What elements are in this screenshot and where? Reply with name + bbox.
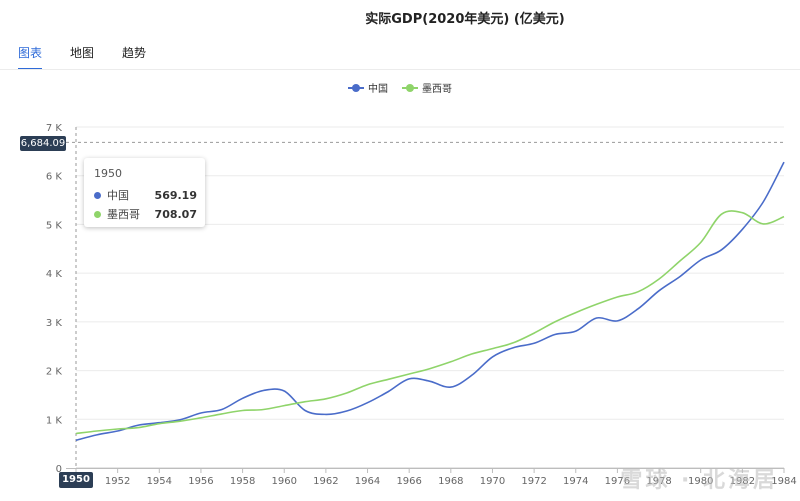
legend-item-china[interactable]: 中国	[348, 80, 388, 95]
chart-title: 实际GDP(2020年美元) (亿美元)	[365, 12, 565, 27]
tooltip-mexico-name: 墨西哥	[107, 208, 140, 221]
x-tick-label-1954: 1954	[147, 476, 172, 487]
tooltip-row-mexico: 墨西哥 708.07	[94, 206, 197, 222]
x-tick-label-1982: 1982	[730, 476, 755, 487]
x-tick-label-1984: 1984	[771, 476, 796, 487]
y-tick-label-2000: 2 K	[46, 367, 63, 378]
tab-map[interactable]: 地图	[70, 46, 95, 60]
x-tick-label-1964: 1964	[355, 476, 380, 487]
x-tick-label-1962: 1962	[313, 476, 338, 487]
x-tick-label-1980: 1980	[688, 476, 713, 487]
chart-series	[75, 161, 785, 442]
y-tick-label-6000: 6 K	[46, 172, 63, 183]
x-tick-label-1952: 1952	[105, 476, 130, 487]
legend-item-mexico[interactable]: 墨西哥	[402, 80, 452, 95]
crosshair-x-label: 1950	[59, 472, 93, 488]
y-tick-label-3000: 3 K	[46, 318, 63, 329]
tooltip-mexico-value: 708.07	[154, 207, 197, 221]
x-tick-label-1960: 1960	[272, 476, 297, 487]
watermark-text: 雪球 · 北海居	[620, 468, 778, 493]
tooltip-year: 1950	[94, 167, 122, 180]
tooltip-china-name: 中国	[107, 189, 129, 202]
y-tick-label-5000: 5 K	[46, 220, 63, 231]
x-tick-label-1966: 1966	[396, 476, 421, 487]
x-tick-label-1974: 1974	[563, 476, 588, 487]
x-axis: 1952 1954 1956 1958 1960 1962 1964 1966 1968 1970…	[66, 468, 797, 487]
tab-divider	[0, 69, 800, 70]
legend-china-label: 中国	[368, 84, 388, 95]
x-tick-label-1976: 1976	[605, 476, 630, 487]
x-tick-label-1970: 1970	[480, 476, 505, 487]
legend-mexico-marker	[402, 83, 418, 92]
tooltip-row-china: 中国 569.19	[94, 187, 197, 203]
x-tick-label-1972: 1972	[521, 476, 546, 487]
hover-tooltip: 1950 中国 569.19 墨西哥 708.07	[84, 158, 205, 227]
legend-mexico-label: 墨西哥	[422, 84, 452, 95]
y-tick-label-4000: 4 K	[46, 269, 63, 280]
x-tick-label-1978: 1978	[646, 476, 671, 487]
tab-trend[interactable]: 趋势	[122, 46, 147, 60]
series-line-china	[75, 161, 785, 442]
tooltip-china-value: 569.19	[154, 188, 197, 202]
y-axis: 0 1 K 2 K 3 K 4 K 5 K 6 K 7 K	[46, 123, 63, 475]
series-line-mexico	[75, 210, 785, 435]
tooltip-mexico-dot	[94, 210, 101, 218]
y-tick-label-7000: 7 K	[46, 123, 63, 134]
x-tick-label-1968: 1968	[438, 476, 463, 487]
y-tick-label-1000: 1 K	[46, 415, 63, 426]
chart-legend: 中国 墨西哥	[0, 80, 800, 95]
tab-chart[interactable]: 图表	[18, 44, 43, 70]
y-tick-label-0: 0	[56, 464, 62, 475]
tooltip-china-dot	[94, 191, 101, 199]
x-tick-label-1958: 1958	[230, 476, 255, 487]
crosshair-y-label: 6,684.09	[20, 136, 66, 151]
view-tabs: 图表 地图 趋势	[18, 44, 174, 70]
x-tick-label-1956: 1956	[188, 476, 213, 487]
legend-china-marker	[348, 83, 364, 92]
